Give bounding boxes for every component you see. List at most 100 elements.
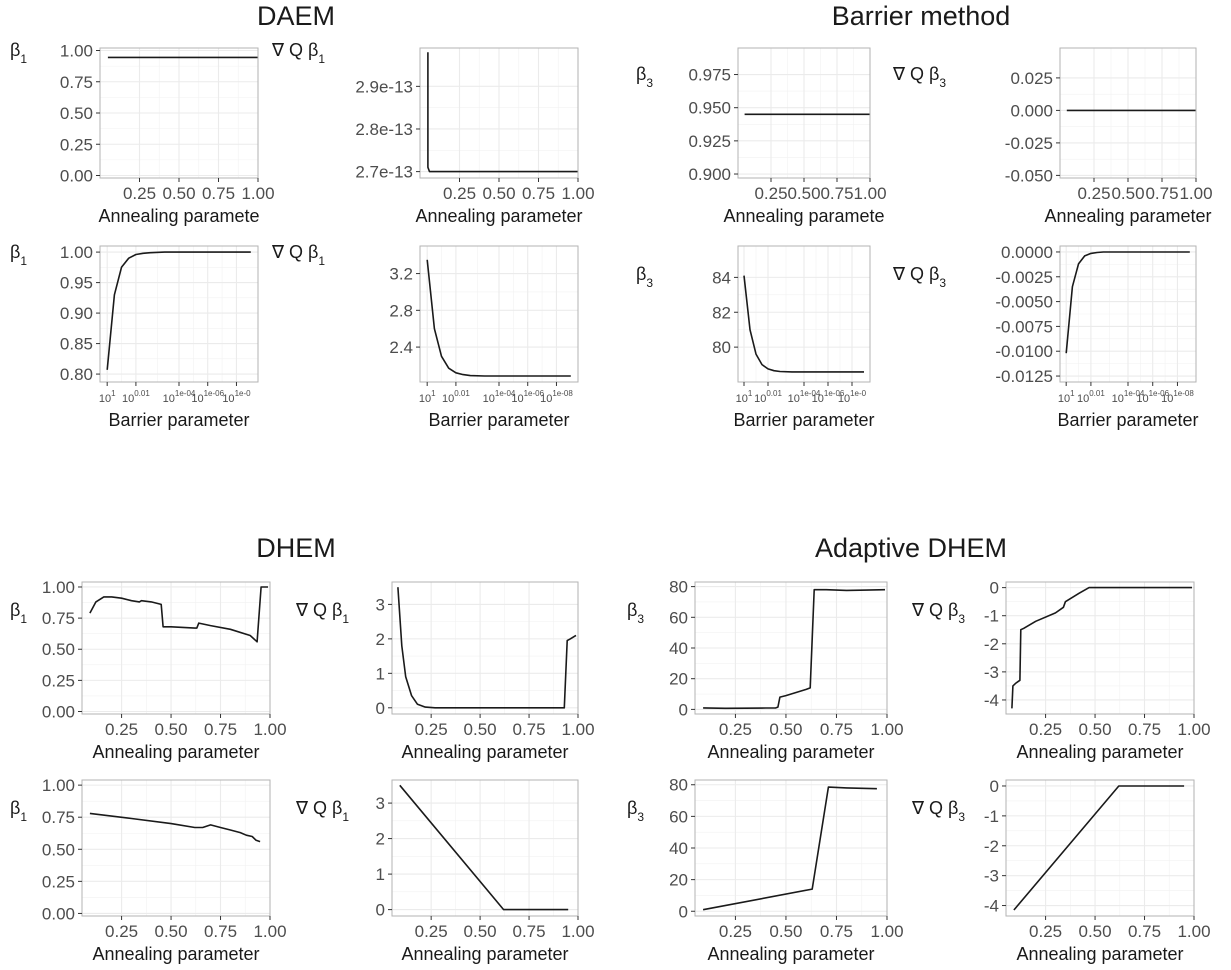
chart-panel-0: 0.00 0.25 0.50 0.75 1.00 0.25 0.50 0.75 1.00 Anne… [10,40,275,226]
y-tick-label: 2 [376,630,385,649]
chart-panel-8: 0.00 0.25 0.50 0.75 1.00 0.25 0.50 0.75 1.00 Anne… [10,578,287,762]
y-tick-label: 60 [669,807,688,826]
x-tick-label: 1.00 [1179,184,1212,203]
y-tick-label: -0.0075 [995,317,1053,336]
y-tick-label: 3 [376,595,385,614]
plot-background [392,582,578,714]
x-tick-label: 101 [736,389,753,405]
series-line [1011,586,1192,709]
chart-panel-13: 0 1 2 3 0.25 0.50 0.75 1.00 Annealing parameter ∇… [295,779,595,964]
y-tick-label: 2 [376,830,385,849]
y-tick-label: 0.975 [688,66,731,85]
x-tick-label: 101e-04 [1112,389,1145,405]
x-tick-label: 101e-08 [540,389,573,405]
series-line [89,812,261,843]
x-tick-label: 101e-08 [1161,389,1194,405]
x-tick-label: 0.75 [1128,720,1161,739]
y-tick-label: 20 [669,871,688,890]
x-tick-label: 0.50 [155,720,188,739]
x-tick-label: 0.25 [415,922,448,941]
group-title-barrier-method: Barrier method [832,1,1011,31]
series-line [1013,785,1185,911]
y-tick-label: 40 [669,839,688,858]
x-axis-title: Barrier parameter [428,410,569,430]
x-tick-label: 0.50 [482,184,515,203]
y-tick-label: 0.00 [42,703,75,722]
chart-panel-2: 0.900 0.925 0.950 0.975 0.25 0.50 0.75 1.00 Anne… [636,47,887,226]
x-tick-label: 0.50 [787,184,820,203]
y-tick-label: 82 [712,303,731,322]
x-tick-label: 0.50 [769,720,802,739]
x-tick-label: 0.25 [1077,184,1110,203]
y-tick-label: 0 [679,700,688,719]
x-axis-title: Annealing paramete [98,206,259,226]
x-tick-label: 0.25 [415,720,448,739]
chart-panel-12: 0.00 0.25 0.50 0.75 1.00 0.25 0.50 0.75 1.00 Anne… [10,776,287,964]
chart-panel-15: 0 -1 -2 -3 -4 0.25 0.50 0.75 1.00 Annealing param… [911,777,1211,964]
chart-panel-7: 0.0000 -0.0025 -0.0050 -0.0075 -0.0100 -0.012… [892,243,1199,430]
y-tick-label: 0.25 [42,872,75,891]
x-tick-label: 1.00 [870,922,903,941]
y-tick-label: 0.50 [42,840,75,859]
series-line [1065,251,1190,354]
plot-background [1006,582,1194,714]
y-tick-label: 2.7e-13 [355,163,413,182]
x-tick-label: 0.75 [820,922,853,941]
y-tick-label: 1.00 [42,776,75,795]
y-tick-label: 0 [990,777,999,796]
y-tick-label: 20 [669,670,688,689]
panel-border [391,779,579,917]
x-tick-label: 1.00 [253,720,286,739]
y-axis-label-4: β1 [10,242,27,268]
x-axis-title: Annealing parameter [1016,944,1183,964]
x-tick-label: 0.50 [162,184,195,203]
chart-panel-3: -0.050 -0.025 0.000 0.025 0.25 0.50 0.75 1.00 An… [892,47,1213,226]
y-tick-label: 0.90 [60,304,93,323]
y-axis-label-1: ∇ Q β1 [271,40,325,66]
y-axis-label-13: ∇ Q β1 [295,798,349,824]
y-tick-label: 0 [679,902,688,921]
x-tick-label: 0.50 [155,922,188,941]
panel-border [81,581,271,715]
y-tick-label: -4 [984,897,999,916]
y-axis-label-0: β1 [10,40,27,66]
panel-border [391,581,579,715]
y-axis-label-11: ∇ Q β3 [911,600,965,626]
x-tick-label: 0.75 [820,184,853,203]
series-line [89,586,268,643]
x-axis-title: Annealing parameter [707,944,874,964]
y-tick-label: 0.0000 [1001,243,1053,262]
y-tick-label: 0.000 [1010,101,1053,120]
y-tick-label: 2.8e-13 [355,120,413,139]
x-tick-label: 0.50 [464,922,497,941]
chart-panel-14: 0 20 40 60 80 0.25 0.50 0.75 1.00 Annealing param… [627,776,904,964]
y-tick-label: 0.925 [688,132,731,151]
x-tick-label: 0.25 [123,184,156,203]
group-title-daem: DAEM [257,1,335,31]
y-tick-label: 2.4 [389,338,413,357]
x-tick-label: 1.00 [1177,922,1210,941]
x-tick-label: 100.01 [1077,389,1105,405]
x-axis-title: Annealing parameter [415,206,582,226]
y-tick-label: 0.75 [42,609,75,628]
x-tick-label: 0.50 [464,720,497,739]
x-tick-label: 101 [99,389,116,405]
series-line [106,251,251,370]
x-tick-label: 0.75 [204,922,237,941]
x-axis-title: Barrier parameter [1057,410,1198,430]
y-axis-label-5: ∇ Q β1 [271,242,325,268]
y-tick-label: 0.75 [60,73,93,92]
x-tick-label: 0.75 [1128,922,1161,941]
y-tick-label: 0.950 [688,99,731,118]
x-tick-label: 0.75 [513,720,546,739]
x-axis-title: Annealing parameter [92,742,259,762]
y-axis-label-6: β3 [636,264,653,290]
x-tick-label: 0.75 [513,922,546,941]
x-tick-label: 0.75 [1145,184,1178,203]
series-line [743,275,864,373]
x-tick-label: 0.25 [719,720,752,739]
y-tick-label: 1 [376,664,385,683]
x-tick-label: 0.50 [1111,184,1144,203]
